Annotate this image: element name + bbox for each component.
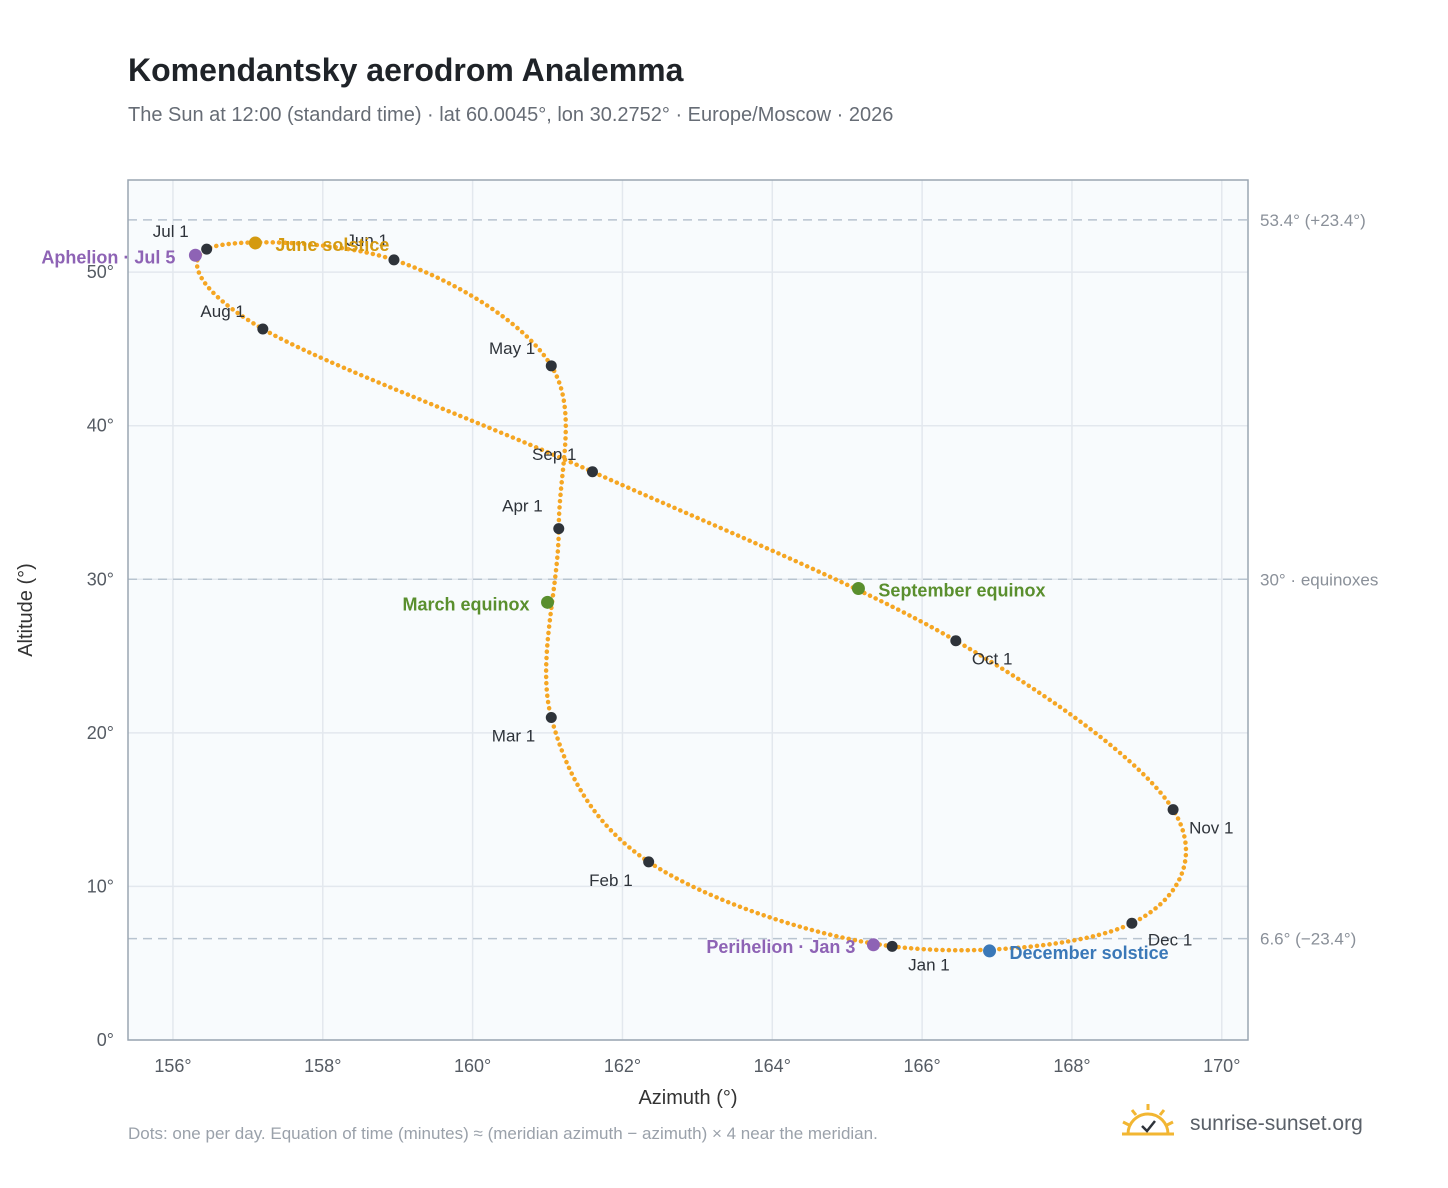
reference-line-label: 53.4° (+23.4°) [1260,211,1366,230]
event-marker [866,938,880,952]
event-label: December solstice [1010,943,1169,963]
month-marker [950,635,962,647]
y-tick-label: 40° [87,416,114,436]
chart-subtitle: The Sun at 12:00 (standard time) · lat 6… [128,104,894,126]
month-marker-label: Sep 1 [532,445,576,464]
month-marker [553,523,565,535]
month-marker-label: Oct 1 [972,650,1013,669]
month-marker [201,243,213,255]
x-tick-label: 164° [754,1056,791,1076]
month-marker [545,712,557,723]
month-marker [545,360,557,372]
plot-area [128,180,1248,1040]
brand-name: sunrise-sunset.org [1190,1112,1363,1135]
month-marker-label: Apr 1 [502,497,543,516]
month-marker-label: May 1 [489,339,535,358]
month-marker [586,466,598,478]
month-marker-label: Dec 1 [1148,930,1192,949]
sunrise-logo-icon [1122,1104,1174,1136]
y-tick-label: 50° [87,262,114,282]
event-marker [851,582,865,595]
chart-title: Komendantsky aerodrom Analemma [128,52,684,88]
event-label: September equinox [878,581,1045,601]
analemma-daily-dots [194,240,1189,953]
y-tick-label: 30° [87,569,114,589]
month-marker-label: Jun 1 [346,231,388,250]
month-marker [1167,804,1179,816]
event-marker [248,236,262,250]
brand-logo[interactable]: sunrise-sunset.org [1120,1100,1400,1150]
event-label: March equinox [403,594,530,614]
event-marker [188,248,202,262]
x-tick-label: 166° [903,1056,940,1076]
y-tick-label: 20° [87,723,114,743]
month-marker-label: Nov 1 [1189,819,1233,838]
y-axis-title: Altitude (°) [15,563,37,657]
month-marker [886,940,898,952]
event-marker [983,944,997,958]
event-marker [541,595,555,609]
x-tick-label: 168° [1053,1056,1090,1076]
x-axis-title: Azimuth (°) [638,1087,737,1109]
plot-frame [127,179,1249,1041]
event-label: Perihelion · Jan 3 [706,937,855,957]
month-marker-label: Jan 1 [908,955,950,974]
x-tick-label: 158° [304,1056,341,1076]
footnote: Dots: one per day. Equation of time (min… [128,1124,878,1143]
y-tick-label: 0° [97,1030,114,1050]
x-tick-label: 160° [454,1056,491,1076]
month-marker [257,323,269,335]
reference-line-label: 30° · equinoxes [1260,570,1378,589]
event-label: Aphelion · Jul 5 [41,247,175,267]
month-marker [643,856,655,868]
month-marker-label: Aug 1 [200,302,244,321]
month-marker-label: Feb 1 [589,871,632,890]
y-tick-label: 10° [87,876,114,896]
month-marker-label: Jul 1 [153,222,189,241]
event-label: June solstice [275,235,389,255]
month-marker [1126,917,1138,929]
x-tick-label: 156° [154,1056,191,1076]
month-marker [388,254,400,266]
month-marker-label: Mar 1 [492,727,535,746]
reference-line-label: 6.6° (−23.4°) [1260,930,1356,949]
x-tick-label: 162° [604,1056,641,1076]
x-tick-label: 170° [1203,1056,1240,1076]
